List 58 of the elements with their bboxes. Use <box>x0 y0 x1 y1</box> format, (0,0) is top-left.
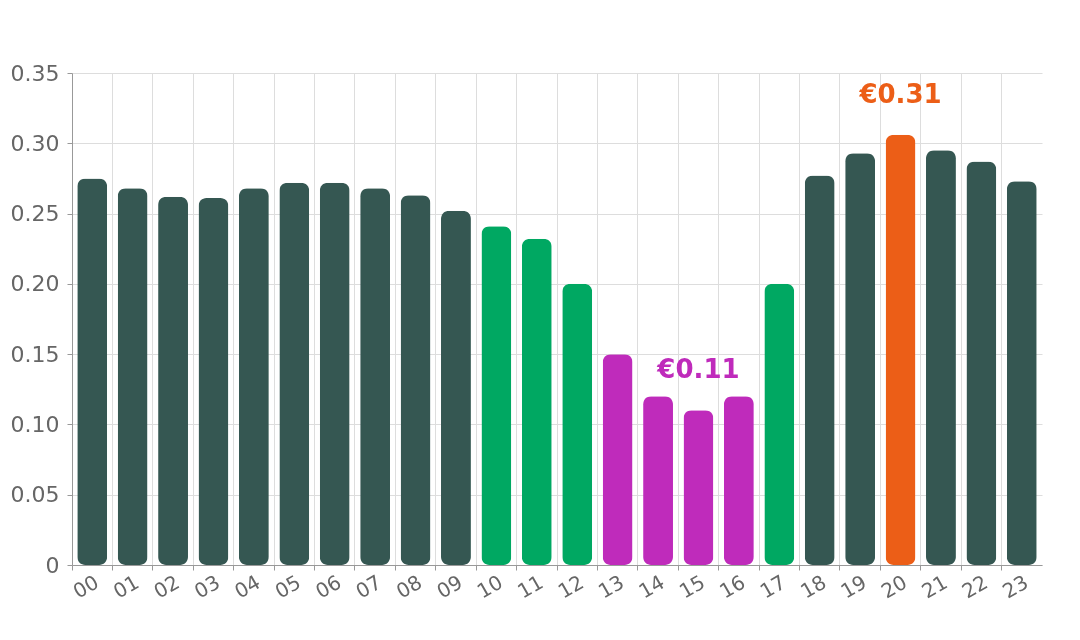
bar <box>683 410 714 565</box>
bar <box>602 354 633 565</box>
y-tick-label: 0.25 <box>10 201 60 227</box>
x-tick-label: 01 <box>109 569 144 604</box>
bar <box>804 175 835 565</box>
x-tick-label: 00 <box>68 569 103 604</box>
y-tick-label: 0.20 <box>10 271 60 297</box>
x-tick-label: 17 <box>755 569 790 604</box>
y-tick-label: 0.35 <box>10 60 60 86</box>
bar <box>764 283 795 565</box>
x-tick-label: 22 <box>957 569 992 604</box>
bar <box>1006 181 1037 565</box>
bar <box>845 153 876 565</box>
bar <box>481 226 512 565</box>
bar <box>723 396 754 565</box>
x-tick-label: 07 <box>351 569 386 604</box>
bar <box>643 396 673 565</box>
bar <box>158 196 188 565</box>
y-tick-label: 0.10 <box>10 411 60 437</box>
bar <box>77 178 108 565</box>
bar <box>926 150 956 565</box>
bar <box>198 198 229 565</box>
x-tick-label: 14 <box>634 569 669 604</box>
x-tick-label: 03 <box>189 569 224 604</box>
x-tick-label: 16 <box>715 569 750 604</box>
bar <box>441 210 471 565</box>
x-tick-label: 15 <box>674 569 709 604</box>
bar <box>319 182 350 565</box>
x-tick-label: 19 <box>836 569 871 604</box>
bar <box>885 134 916 565</box>
bar <box>400 195 431 565</box>
x-tick-label: 06 <box>311 569 346 604</box>
bar <box>966 161 997 565</box>
bar <box>562 283 593 565</box>
x-tick-label: 09 <box>432 569 467 604</box>
x-tick-label: 10 <box>472 569 507 604</box>
x-tick-label: 20 <box>877 569 912 604</box>
x-tick-label: 23 <box>998 569 1033 604</box>
y-tick-label: 0.05 <box>10 482 60 508</box>
x-tick-label: 18 <box>796 569 831 604</box>
y-tick-label: 0 <box>45 552 60 578</box>
bar <box>360 188 391 565</box>
bar <box>117 188 148 565</box>
x-tick-label: 13 <box>594 569 629 604</box>
x-tick-label: 12 <box>553 569 588 604</box>
y-tick-label: 0.30 <box>10 130 60 156</box>
annotation: €0.31 <box>858 78 942 109</box>
x-tick-label: 21 <box>917 569 952 604</box>
annotation: €0.11 <box>656 354 740 385</box>
x-tick-label: 02 <box>149 569 184 604</box>
x-tick-label: 05 <box>270 569 305 604</box>
bar <box>279 182 310 565</box>
x-tick-label: 08 <box>392 569 427 604</box>
bar <box>521 238 552 565</box>
bar <box>238 188 269 565</box>
y-tick-label: 0.15 <box>10 341 60 367</box>
x-tick-label: 04 <box>230 569 265 604</box>
x-tick-label: 11 <box>513 569 548 604</box>
